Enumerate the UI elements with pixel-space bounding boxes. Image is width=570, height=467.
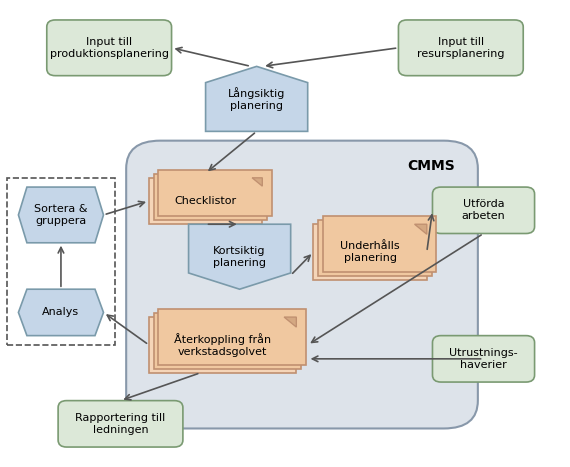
Polygon shape — [18, 187, 104, 243]
Text: Underhålls
planering: Underhålls planering — [340, 241, 400, 263]
Text: CMMS: CMMS — [408, 159, 455, 173]
FancyBboxPatch shape — [433, 187, 535, 234]
FancyBboxPatch shape — [323, 216, 436, 272]
Text: Sortera &
gruppera: Sortera & gruppera — [34, 204, 88, 226]
Text: Långsiktig
planering: Långsiktig planering — [228, 87, 286, 111]
FancyBboxPatch shape — [149, 178, 262, 224]
FancyBboxPatch shape — [318, 220, 431, 276]
Bar — [7, 178, 115, 345]
Text: Analys: Analys — [42, 307, 79, 318]
Text: Input till
resursplanering: Input till resursplanering — [417, 37, 504, 59]
FancyBboxPatch shape — [154, 174, 267, 220]
FancyBboxPatch shape — [398, 20, 523, 76]
Polygon shape — [252, 178, 262, 186]
Text: Utförda
arbeten: Utförda arbeten — [462, 199, 506, 221]
FancyBboxPatch shape — [149, 317, 296, 373]
Text: Återkoppling från
verkstadsgolvet: Återkoppling från verkstadsgolvet — [174, 333, 271, 357]
Text: Utrustnings-
haverier: Utrustnings- haverier — [449, 348, 518, 370]
Polygon shape — [284, 317, 296, 327]
FancyBboxPatch shape — [433, 336, 535, 382]
FancyBboxPatch shape — [158, 170, 272, 216]
Text: Input till
produktionsplanering: Input till produktionsplanering — [50, 37, 169, 59]
Text: Checklistor: Checklistor — [174, 196, 237, 206]
FancyBboxPatch shape — [158, 309, 306, 365]
FancyBboxPatch shape — [126, 141, 478, 429]
FancyBboxPatch shape — [314, 224, 427, 280]
FancyBboxPatch shape — [154, 313, 301, 369]
Polygon shape — [206, 66, 308, 131]
Polygon shape — [414, 224, 427, 234]
FancyBboxPatch shape — [58, 401, 183, 447]
Polygon shape — [189, 224, 291, 289]
Text: Kortsiktig
planering: Kortsiktig planering — [213, 246, 266, 268]
FancyBboxPatch shape — [47, 20, 172, 76]
Polygon shape — [18, 289, 104, 336]
Text: Rapportering till
ledningen: Rapportering till ledningen — [75, 413, 166, 435]
